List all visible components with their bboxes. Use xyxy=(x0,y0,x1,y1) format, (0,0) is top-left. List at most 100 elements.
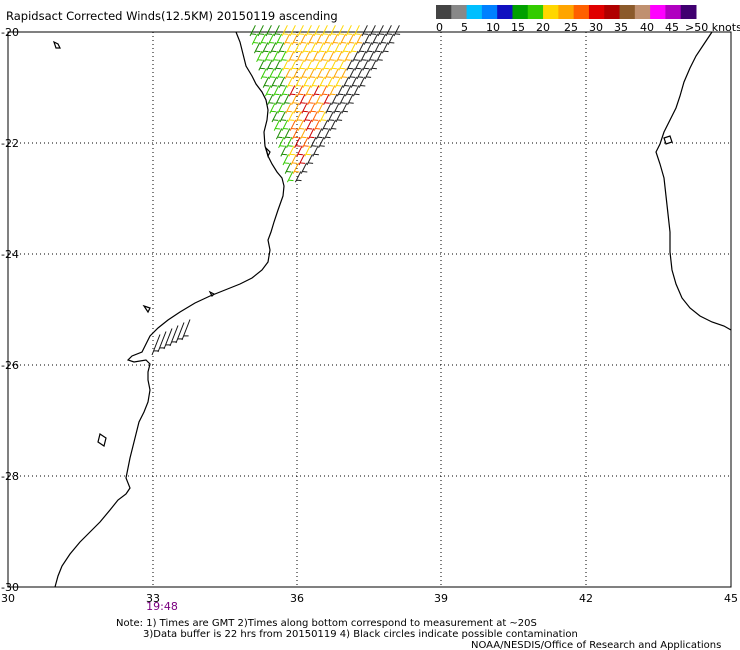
legend-swatch xyxy=(558,5,575,19)
wind-barb xyxy=(312,50,319,63)
wind-barb xyxy=(376,50,383,63)
wind-barb-flag xyxy=(315,128,321,130)
wind-barb xyxy=(331,33,339,45)
wind-barb xyxy=(299,33,307,45)
wind-barb-flag xyxy=(377,59,383,61)
wind-barb-flag xyxy=(339,33,345,35)
wind-barb xyxy=(292,162,300,174)
wind-barb xyxy=(302,76,310,88)
y-tick-30: -30 xyxy=(1,581,19,594)
wind-barb xyxy=(320,85,328,97)
wind-barb xyxy=(280,145,287,157)
wind-barb-flag xyxy=(340,102,346,104)
wind-barb-flag xyxy=(293,136,299,139)
wind-barb-flag xyxy=(261,42,267,44)
wind-barb xyxy=(348,68,355,80)
wind-barb xyxy=(315,33,323,45)
wind-barb-flag xyxy=(291,128,297,130)
y-tick-26: -26 xyxy=(1,359,19,372)
legend-swatch xyxy=(481,5,498,19)
legend-swatch xyxy=(634,5,651,19)
wind-barb xyxy=(339,93,346,106)
wind-barb xyxy=(333,102,340,114)
wind-barb xyxy=(323,128,331,140)
wind-barb xyxy=(169,325,179,347)
wind-barb-flag xyxy=(375,50,381,53)
wind-barb-flag xyxy=(292,162,298,164)
wind-barb-flag xyxy=(320,85,326,87)
wind-barb xyxy=(267,93,274,106)
wind-barb-flag xyxy=(286,171,292,173)
wind-barb-flag xyxy=(313,59,319,61)
wind-barb xyxy=(333,42,341,54)
wind-barb xyxy=(313,119,321,131)
wind-barb xyxy=(280,50,287,63)
wind-barb-flag xyxy=(313,119,319,121)
wind-barb xyxy=(260,68,267,80)
wind-barb-flag xyxy=(278,76,284,78)
wind-barb xyxy=(283,93,290,106)
wind-barb xyxy=(291,128,299,140)
wind-barb xyxy=(336,50,343,63)
wind-barb xyxy=(323,33,331,45)
wind-barb xyxy=(311,111,318,123)
wind-barb-flag xyxy=(295,145,301,147)
wind-barb xyxy=(269,102,276,114)
wind-barb-flag xyxy=(268,102,274,104)
wind-barb-flag xyxy=(315,67,321,70)
wind-barb-flag xyxy=(302,110,308,113)
wind-barb xyxy=(387,33,395,45)
wind-barb-flag xyxy=(307,67,313,70)
wind-barb-flag xyxy=(294,110,300,113)
wind-barb-flag xyxy=(289,119,295,121)
wind-barb xyxy=(304,50,311,63)
wind-barb xyxy=(272,85,280,97)
wind-barb-flag xyxy=(325,136,331,139)
wind-barb-flag xyxy=(267,67,273,70)
wind-barb xyxy=(287,111,294,123)
wind-barb xyxy=(347,33,355,45)
wind-barb xyxy=(325,102,332,114)
wind-barb xyxy=(350,76,358,88)
wind-barb xyxy=(354,59,361,71)
wind-barb xyxy=(300,68,307,80)
wind-barb-flag xyxy=(395,33,401,35)
wind-barb xyxy=(381,42,389,54)
wind-barb-flag xyxy=(326,110,332,113)
wind-barb xyxy=(284,162,292,174)
wind-barb-flag xyxy=(352,85,358,87)
wind-barb xyxy=(275,33,283,45)
map-frame xyxy=(7,31,732,588)
wind-barb xyxy=(315,128,323,140)
wind-barb-flag xyxy=(341,42,347,44)
wind-barb-flag xyxy=(310,76,316,78)
wind-barb xyxy=(278,76,286,88)
wind-barb xyxy=(326,76,334,88)
wind-barb-flag xyxy=(275,128,281,130)
wind-barb xyxy=(318,136,325,149)
wind-barb-flag xyxy=(334,110,340,113)
wind-barb xyxy=(151,334,161,356)
wind-barb xyxy=(283,128,291,140)
wind-barb xyxy=(300,162,308,174)
wind-barb-flag xyxy=(318,76,324,78)
wind-barb-flag xyxy=(331,128,337,130)
wind-barb xyxy=(286,76,294,88)
wind-barb-flag xyxy=(342,76,348,78)
wind-barb-flag xyxy=(295,50,301,53)
legend-label: 10 xyxy=(486,21,500,34)
wind-barb xyxy=(371,33,379,45)
wind-barb xyxy=(304,85,312,97)
wind-barb xyxy=(334,76,342,88)
wind-barb-flag xyxy=(272,85,278,87)
wind-barb xyxy=(157,331,167,353)
x-tick-33: 33 xyxy=(146,592,160,605)
wind-barb xyxy=(321,119,329,131)
wind-barb-flag xyxy=(307,33,313,35)
wind-barb xyxy=(181,319,191,341)
wind-barb xyxy=(298,59,305,71)
wind-barb xyxy=(331,93,338,106)
wind-barb xyxy=(289,25,296,37)
wind-barb-flag xyxy=(308,102,314,104)
wind-barb-flag xyxy=(311,50,317,53)
